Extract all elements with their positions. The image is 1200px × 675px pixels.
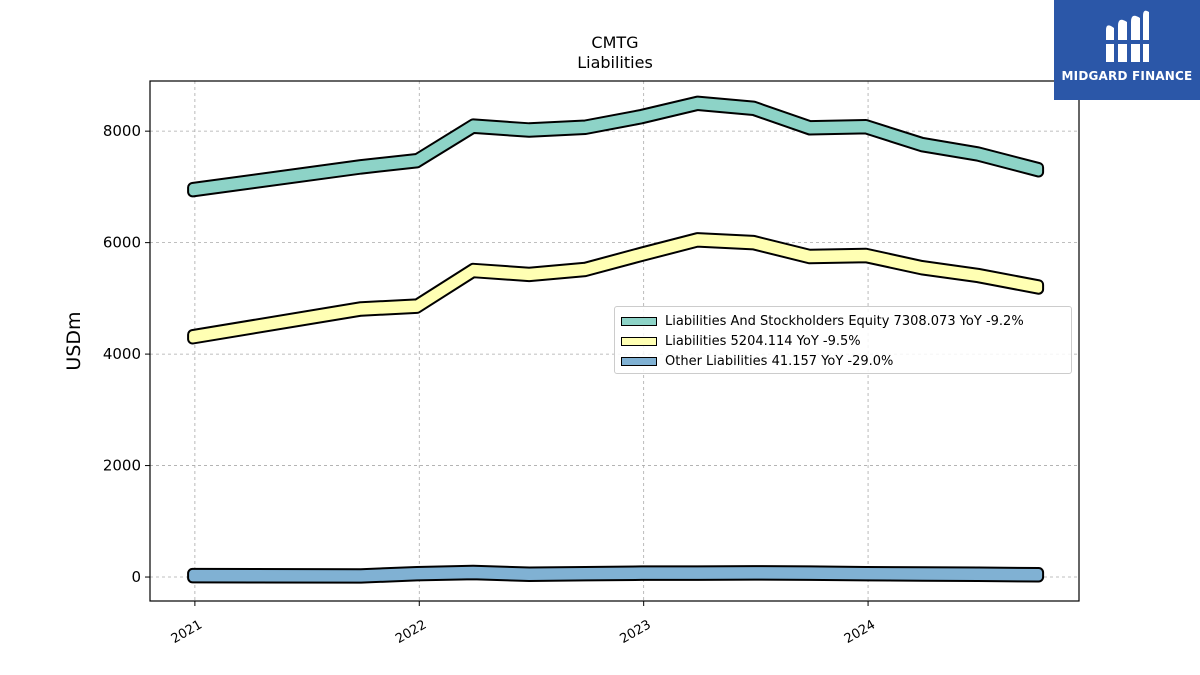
legend-label: Liabilities 5204.114 YoY -9.5% [665,333,861,349]
series-band-2 [189,566,1043,582]
x-tick-label: 2024 [842,617,878,647]
legend-item: Other Liabilities 41.157 YoY -29.0% [621,351,1065,371]
y-tick-label: 8000 [103,122,141,140]
midgard-m-logo-icon [1106,10,1149,63]
axis-ticks: 0 2000 4000 6000 8000 2021 2022 2023 2024 [103,122,878,647]
legend: Liabilities And Stockholders Equity 7308… [614,306,1072,374]
x-tick-label: 2022 [393,617,429,647]
series-band-1 [189,234,1043,343]
series-layer [187,95,1045,584]
legend-item: Liabilities And Stockholders Equity 7308… [621,311,1065,331]
legend-label: Liabilities And Stockholders Equity 7308… [665,313,1024,329]
logo-text: MIDGARD FINANCE [1061,69,1193,83]
legend-item: Liabilities 5204.114 YoY -9.5% [621,331,1065,351]
chart-subtitle: Liabilities [577,53,653,72]
legend-swatch-liabilities [621,336,657,346]
x-tick-label: 2021 [169,617,205,647]
x-tick-label: 2023 [618,617,654,647]
legend-label: Other Liabilities 41.157 YoY -29.0% [665,353,894,369]
legend-swatch-other [621,356,657,366]
y-tick-label: 2000 [103,457,141,475]
y-axis-label: USDm [63,311,85,370]
y-tick-label: 4000 [103,345,141,363]
chart-title: CMTG [591,33,638,52]
y-tick-label: 0 [131,568,141,586]
series-band-0 [189,97,1043,196]
y-tick-label: 6000 [103,234,141,252]
midgard-finance-logo: MIDGARD FINANCE [1054,0,1200,100]
plot-frame [149,80,1080,602]
legend-swatch-equity [621,316,657,326]
